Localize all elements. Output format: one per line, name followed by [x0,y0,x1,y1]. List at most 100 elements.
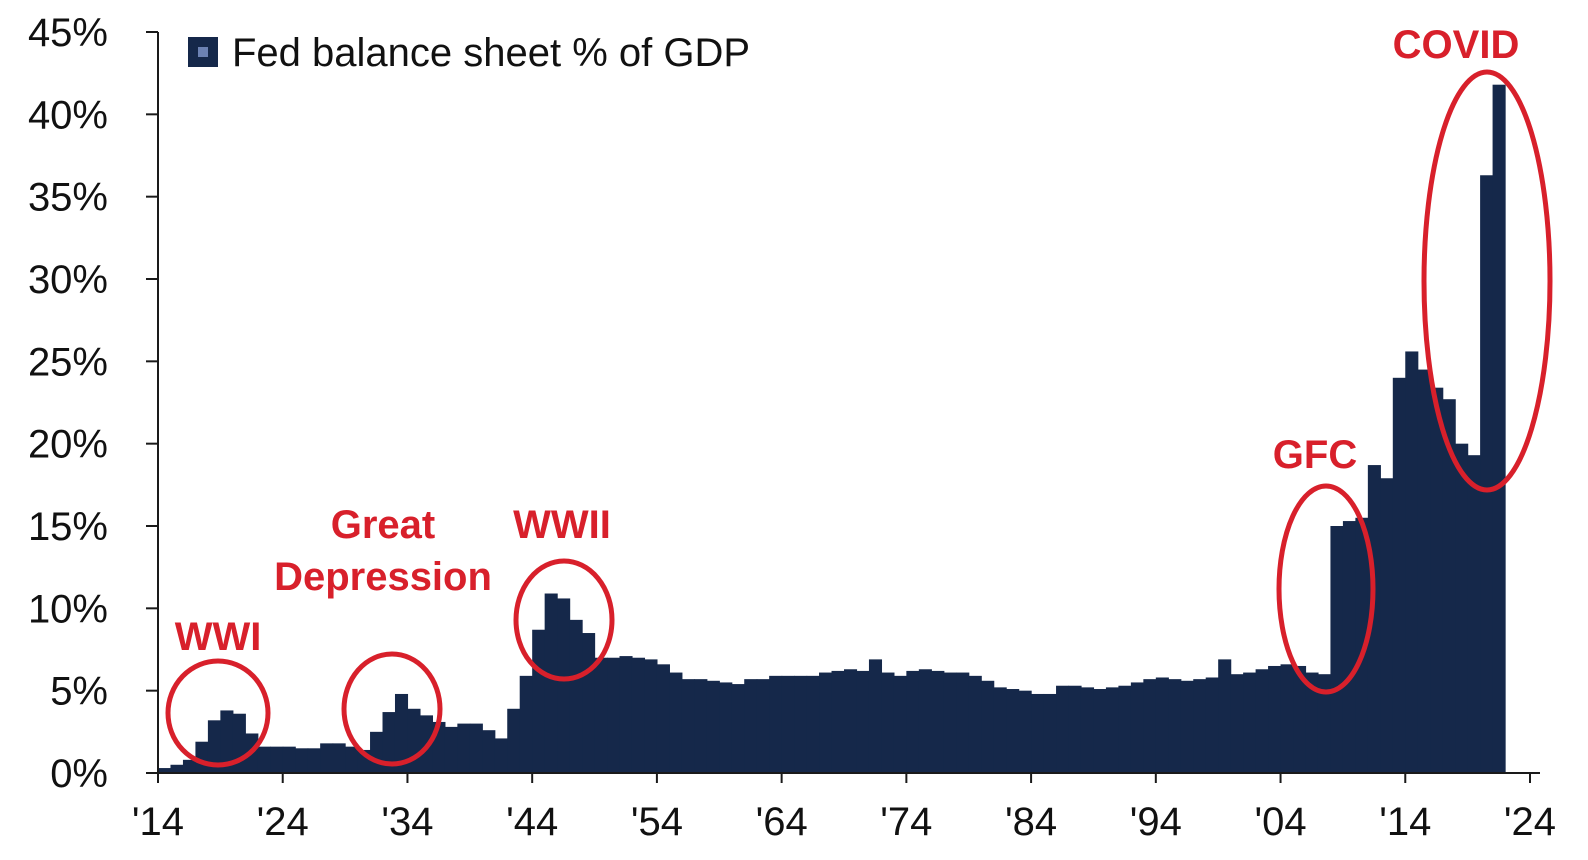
bar-1928 [332,743,346,773]
bar-1962 [756,679,770,773]
annotations-layer: WWI Great Depression WWII GFC COVID [165,23,1553,768]
bar-1924 [282,746,296,773]
bar-2007 [1317,674,1332,773]
bar-1947 [569,619,583,773]
bar-1968 [831,670,845,773]
bar-1995 [1168,679,1182,773]
y-tick-label: 30% [28,258,108,302]
bars-layer [158,84,1506,773]
bar-1963 [769,675,783,773]
bar-1949 [594,657,608,773]
bar-1993 [1143,679,1157,773]
bar-1937 [444,726,458,773]
legend: Fed balance sheet % of GDP [188,31,750,75]
annotation-gfc: GFC [1273,433,1376,695]
x-tick-label: '04 [1254,800,1306,844]
bar-2002 [1255,669,1269,773]
bar-1918 [207,720,221,773]
bar-1952 [631,657,646,773]
annotation-wwii-label: WWII [513,503,611,547]
bar-1915 [170,764,184,773]
bar-1944 [532,629,546,773]
bar-1979 [968,675,982,773]
annotation-wwi-ellipse [165,658,271,768]
bar-1946 [557,598,571,773]
bar-1926 [307,748,321,773]
y-tick-label: 45% [28,11,108,55]
bar-1972 [881,672,895,773]
bar-1956 [681,679,695,773]
bar-1925 [295,748,309,773]
bar-1997 [1193,679,1207,773]
annotation-great-depression-ellipse [341,651,443,767]
bar-1973 [893,675,907,773]
bar-1998 [1205,677,1219,773]
bar-2008 [1330,526,1344,773]
bar-1958 [706,680,720,773]
annotation-great-depression-label-line1: Great [331,503,436,547]
bar-2010 [1355,517,1369,773]
x-tick-label: '34 [381,800,433,844]
legend-label: Fed balance sheet % of GDP [232,31,750,75]
annotation-great-depression-label-line2: Depression [274,555,492,599]
x-tick-label: '74 [880,800,932,844]
bar-1992 [1130,682,1144,773]
bar-2001 [1243,672,1257,773]
bar-1961 [744,679,758,773]
bar-1991 [1118,685,1132,773]
bar-1941 [494,738,508,773]
bar-1999 [1218,659,1232,773]
ticks-layer: 0% 5% 10% 15% 20% 25% 30% 35% 40% 45% '14 '24 '34 '44… [28,11,1556,844]
bar-2020 [1480,175,1494,773]
bar-1970 [856,670,870,773]
bar-2006 [1305,672,1319,773]
annotation-great-depression: Great Depression [274,503,492,767]
y-tick-label: 15% [28,505,108,549]
bar-1945 [544,593,558,773]
bar-1976 [931,670,945,773]
annotation-wwii: WWII [513,503,615,682]
annotation-gfc-ellipse [1276,483,1376,695]
bar-1989 [1093,689,1107,773]
bar-1939 [469,723,483,773]
bar-1967 [819,672,833,773]
bar-1951 [619,656,633,773]
x-tick-label: '14 [132,800,184,844]
y-tick-label: 5% [50,670,108,714]
bar-1966 [806,675,820,773]
x-tick-label: '94 [1130,800,1182,844]
bar-1938 [457,723,471,773]
bar-1957 [694,679,708,773]
y-tick-label: 20% [28,423,108,467]
bar-2012 [1380,478,1394,773]
bar-1982 [1006,689,1020,773]
bar-1919 [220,710,234,773]
bar-2000 [1230,674,1244,773]
bar-2019 [1467,455,1481,773]
bar-1975 [918,669,932,773]
annotation-wwi-label: WWI [175,615,262,659]
bar-1994 [1155,677,1169,773]
bar-1950 [607,657,621,773]
bar-1964 [781,675,795,773]
y-tick-label: 40% [28,93,108,137]
x-tick-label: '44 [506,800,558,844]
bar-2015 [1417,369,1431,773]
bar-1931 [370,731,384,773]
y-tick-label: 0% [50,752,108,796]
x-tick-label: '84 [1005,800,1057,844]
annotation-wwii-ellipse [513,558,615,682]
bar-2021 [1492,84,1506,773]
y-tick-label: 10% [28,587,108,631]
bar-1977 [943,672,957,773]
bar-1948 [582,633,596,773]
bar-1984 [1031,693,1045,773]
legend-swatch-highlight [198,47,208,57]
x-tick-label: '14 [1379,800,1431,844]
bar-2009 [1342,521,1356,773]
bar-1980 [981,680,995,773]
annotation-covid-label: COVID [1393,23,1520,67]
axes-layer [157,32,1540,774]
bar-1996 [1180,680,1194,773]
bar-1959 [719,682,733,773]
